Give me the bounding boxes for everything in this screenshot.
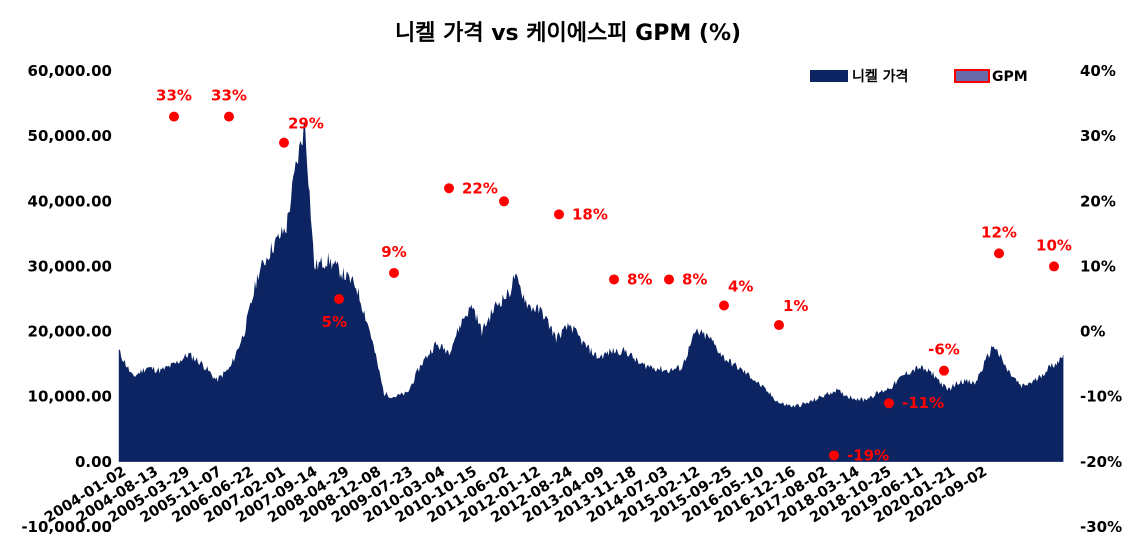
gpm-data-label: 29%: [288, 115, 324, 133]
gpm-series: 33% 33% 29% 5% 9% 22% 18% 8% 8% 4% 1% -19% -11% -6% 12…: [156, 87, 1072, 465]
y-left-tick-label: 60,000.00: [28, 62, 112, 80]
gpm-point: [664, 274, 674, 285]
legend-label-gpm: GPM: [992, 69, 1028, 85]
y-right-tick-label: 30%: [1080, 127, 1116, 145]
gpm-data-label: 33%: [211, 87, 247, 105]
y-axis-left: -10,000.00 0.00 10,000.00 20,000.00 30,000.0…: [21, 62, 112, 536]
gpm-point: [939, 365, 949, 376]
gpm-point: [994, 248, 1004, 259]
y-axis-right: -30% -20% -10% 0% 10% 20% 30% 40%: [1080, 62, 1122, 536]
gpm-data-label: 5%: [322, 313, 347, 331]
gpm-point: [609, 274, 619, 285]
y-right-tick-label: 10%: [1080, 257, 1116, 275]
gpm-data-label: -11%: [902, 394, 944, 412]
gpm-point: [169, 111, 179, 122]
y-left-tick-label: 30,000.00: [28, 257, 112, 275]
gpm-point: [554, 209, 564, 220]
x-axis: 2004-01-022004-08-132005-03-292005-11-07…: [42, 464, 990, 527]
gpm-data-label: 9%: [381, 243, 406, 261]
y-left-tick-label: -10,000.00: [21, 518, 112, 536]
y-right-tick-label: -10%: [1080, 388, 1122, 406]
gpm-data-label: 10%: [1036, 236, 1072, 254]
gpm-data-label: 8%: [627, 270, 652, 288]
gpm-point: [389, 267, 399, 278]
legend-label-nickel-price: 니켈 가격: [852, 68, 908, 85]
legend-swatch-nickel-price: [810, 70, 848, 82]
gpm-point: [774, 320, 784, 331]
gpm-data-label: 18%: [572, 205, 608, 223]
gpm-data-label: 1%: [783, 297, 808, 315]
gpm-point: [884, 398, 894, 409]
y-right-tick-label: 0%: [1080, 323, 1105, 341]
y-right-tick-label: -20%: [1080, 453, 1122, 471]
y-right-tick-label: 20%: [1080, 192, 1116, 210]
y-left-tick-label: 40,000.00: [28, 192, 112, 210]
gpm-data-label: 4%: [728, 278, 753, 296]
plot-area: [118, 122, 1064, 462]
y-left-tick-label: 20,000.00: [28, 323, 112, 341]
legend-swatch-gpm: [954, 69, 990, 83]
y-left-tick-label: 50,000.00: [28, 127, 112, 145]
y-left-tick-label: 0.00: [75, 453, 112, 471]
y-left-tick-label: 10,000.00: [28, 388, 112, 406]
legend: 니켈 가격 GPM: [810, 68, 1028, 85]
gpm-data-label: -6%: [928, 341, 960, 359]
gpm-point: [444, 183, 454, 194]
gpm-data-label: 33%: [156, 87, 192, 105]
gpm-point: [279, 137, 289, 148]
gpm-data-label: 22%: [462, 179, 498, 197]
gpm-point: [829, 450, 839, 461]
gpm-point: [334, 294, 344, 304]
nickel-price-area: [118, 122, 1064, 462]
y-right-tick-label: -30%: [1080, 518, 1122, 536]
gpm-point: [719, 300, 729, 311]
gpm-point: [1049, 261, 1059, 272]
y-right-tick-label: 40%: [1080, 62, 1116, 80]
gpm-data-label: 12%: [981, 223, 1017, 241]
gpm-point: [224, 111, 234, 122]
chart-title: 니켈 가격 vs 케이에스피 GPM (%): [395, 21, 741, 46]
gpm-data-label: 8%: [682, 270, 707, 288]
gpm-data-label: -19%: [847, 446, 889, 464]
gpm-point: [499, 196, 509, 207]
